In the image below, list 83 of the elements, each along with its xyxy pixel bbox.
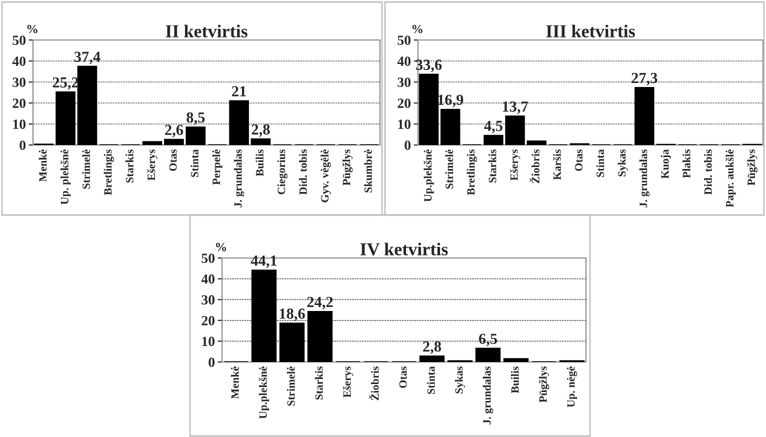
data-label: 2,8	[252, 124, 270, 137]
y-tick-label: 10	[202, 336, 215, 346]
y-tick-label: 50	[12, 36, 26, 45]
y-tick-label: 30	[12, 78, 26, 87]
data-label: 2,6	[165, 124, 184, 138]
x-tick-label: Gyv. vėgėlė	[320, 149, 331, 202]
x-tick-label: Ešerys	[342, 366, 354, 398]
data-label: 8,5	[186, 112, 205, 125]
y-axis-title: %	[27, 24, 38, 34]
data-label: 18,6	[280, 308, 305, 322]
chart-title: IV ketvirtis	[360, 242, 448, 256]
x-tick-label: J. grundalas	[482, 366, 494, 424]
y-tick-label: 10	[13, 120, 26, 129]
data-label: 6,5	[478, 334, 497, 346]
x-tick-label: Menkė	[38, 149, 47, 182]
x-tick-label: Ešerys	[147, 149, 158, 180]
y-tick-label: 50	[398, 36, 411, 45]
x-tick-label: Perpelė	[212, 149, 222, 185]
data-label: 2,8	[423, 341, 442, 354]
y-tick-label: 40	[397, 56, 411, 66]
data-label: 21	[232, 86, 246, 96]
x-tick-label: Papr. aukšlė	[726, 149, 736, 208]
x-tick-label: Strimelė	[445, 149, 454, 189]
y-axis-title: %	[216, 242, 226, 252]
data-label: 13,7	[502, 101, 528, 114]
y-tick-label: 0	[208, 358, 215, 367]
data-label: 33,6	[416, 60, 442, 72]
y-tick-label: 40	[201, 274, 215, 284]
y-tick-label: 30	[202, 295, 215, 305]
x-tick-label: Skumbrė	[364, 149, 372, 192]
data-label: 24,2	[307, 296, 333, 310]
x-tick-label: Up. plekšnė	[60, 149, 71, 204]
y-tick-label: 10	[398, 120, 411, 129]
x-tick-label: Karšis	[552, 149, 561, 180]
x-tick-label: Stinta	[426, 366, 435, 394]
data-label: 44,1	[250, 256, 277, 268]
y-tick-label: 40	[12, 56, 26, 66]
x-tick-label: Menkė	[230, 366, 239, 399]
x-tick-label: J. grundalas	[639, 149, 650, 208]
x-tick-label: Starkis	[314, 366, 323, 400]
y-tick-label: 0	[404, 140, 411, 150]
x-tick-label: Did. tobis	[299, 149, 307, 195]
x-tick-label: Plakis	[682, 149, 690, 178]
x-tick-label: Starkis	[126, 149, 134, 183]
x-tick-label: Pūgžlys	[342, 149, 353, 186]
x-tick-label: Kuoja	[660, 149, 672, 179]
x-tick-label: Pūgžlys	[747, 149, 758, 186]
x-tick-label: Did. tobis	[704, 149, 712, 195]
y-tick-label: 20	[398, 98, 411, 108]
data-label: 4,5	[484, 120, 502, 134]
y-tick-label: 30	[398, 78, 411, 87]
x-tick-label: Stinta	[190, 149, 198, 177]
x-tick-label: Ešerys	[510, 149, 520, 180]
y-tick-label: 20	[12, 98, 26, 108]
x-tick-label: Up.plekšnė	[424, 149, 434, 202]
x-tick-label: J. grundalas	[234, 149, 244, 208]
data-label: 27,3	[632, 72, 658, 86]
x-tick-label: Strimelė	[286, 366, 295, 406]
x-tick-label: Up. nėgė	[566, 366, 578, 408]
x-tick-label: Bretlingis	[466, 149, 477, 196]
x-tick-label: Otas	[575, 149, 582, 171]
x-tick-label: Strimelė	[82, 149, 90, 189]
x-tick-label: Žiobris	[369, 366, 379, 400]
y-tick-label: 50	[202, 254, 215, 263]
x-tick-label: Builis	[256, 149, 264, 176]
x-tick-label: Otas	[169, 149, 177, 171]
x-tick-label: Ciegorius	[277, 149, 288, 194]
x-tick-label: Stinta	[596, 149, 604, 177]
x-tick-label: Bretlingis	[104, 149, 114, 196]
x-tick-label: Otas	[399, 366, 407, 388]
x-tick-label: Pūgžlys	[538, 366, 550, 402]
x-tick-label: Sykas	[454, 366, 466, 394]
x-tick-label: Builis	[510, 366, 519, 394]
chart-title: II ketvirtis	[166, 24, 248, 38]
x-tick-label: Up.plekšnė	[258, 366, 270, 419]
y-tick-label: 20	[202, 316, 215, 326]
x-tick-label: Starkis	[488, 149, 496, 183]
y-axis-title: %	[412, 24, 422, 34]
y-tick-label: 0	[20, 140, 26, 150]
x-tick-label: Žiobris	[530, 149, 540, 184]
x-tick-label: Sykas	[618, 149, 628, 176]
data-label: 37,4	[74, 52, 100, 64]
chart-title: III ketvirtis	[546, 24, 635, 38]
